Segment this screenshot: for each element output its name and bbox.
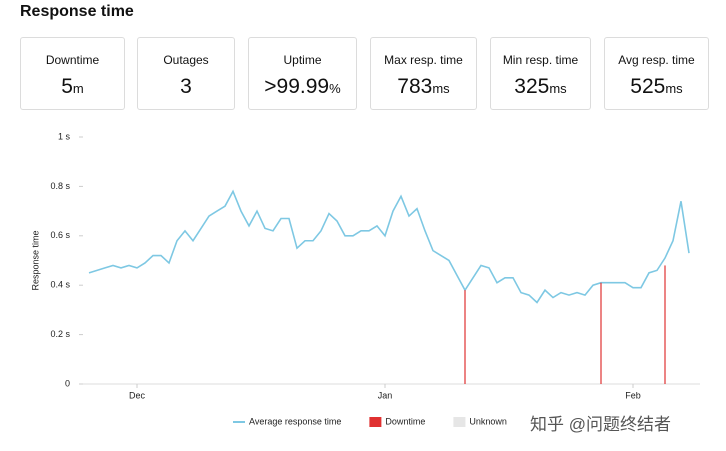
y-tick-label: 0.8 s xyxy=(50,181,70,191)
stat-value: >99.99% xyxy=(249,75,356,99)
y-tick-label: 0.6 s xyxy=(50,230,70,240)
stat-unit: ms xyxy=(549,81,567,96)
legend-label: Unknown xyxy=(469,416,507,426)
stat-number: 5 xyxy=(61,75,73,98)
stat-label: Uptime xyxy=(283,53,322,67)
stat-card: Avg resp. time 525ms xyxy=(604,37,709,110)
stat-unit: ms xyxy=(432,81,450,96)
stat-label: Avg resp. time xyxy=(618,53,695,67)
stat-label: Max resp. time xyxy=(384,53,463,67)
legend-label: Average response time xyxy=(249,416,341,426)
stat-value: 783ms xyxy=(371,75,476,99)
response-line xyxy=(88,189,690,304)
section-title: Response time xyxy=(20,3,134,20)
stat-label: Outages xyxy=(163,53,209,67)
stat-label: Downtime xyxy=(45,53,100,67)
x-tick-label: Feb xyxy=(625,390,641,400)
stat-card: Uptime >99.99% xyxy=(248,37,357,110)
x-tick-label: Dec xyxy=(129,390,146,400)
stat-number: 3 xyxy=(180,75,192,98)
stat-unit: ms xyxy=(665,81,683,96)
watermark: 知乎 @问题终结者 xyxy=(530,415,671,434)
stat-card: Downtime 5m xyxy=(20,37,125,110)
stat-card: Min resp. time 325ms xyxy=(490,37,591,110)
stat-number: 525 xyxy=(630,75,666,98)
stat-unit: % xyxy=(329,81,341,96)
stat-card: Max resp. time 783ms xyxy=(370,37,477,110)
stat-value: 5m xyxy=(21,75,124,99)
stat-number: 783 xyxy=(397,75,433,98)
stat-card: Outages 3 xyxy=(137,37,235,110)
stat-value: 325ms xyxy=(491,75,590,99)
y-axis-label: Response time xyxy=(30,230,40,290)
y-tick-label: 0.4 s xyxy=(50,280,70,290)
legend-label: Downtime xyxy=(385,416,425,426)
stat-unit: m xyxy=(72,81,84,96)
stat-value: 3 xyxy=(138,75,234,99)
y-tick-label: 0.2 s xyxy=(50,329,70,339)
legend-swatch xyxy=(369,417,382,427)
y-tick-label: 0 xyxy=(65,378,70,388)
stat-label: Min resp. time xyxy=(502,53,579,67)
y-tick-label: 1 s xyxy=(58,131,71,141)
stat-value: 525ms xyxy=(605,75,708,99)
stat-number: 325 xyxy=(514,75,550,98)
stat-number: >99.99 xyxy=(264,75,330,98)
legend-swatch xyxy=(453,417,466,427)
x-tick-label: Jan xyxy=(378,390,393,400)
